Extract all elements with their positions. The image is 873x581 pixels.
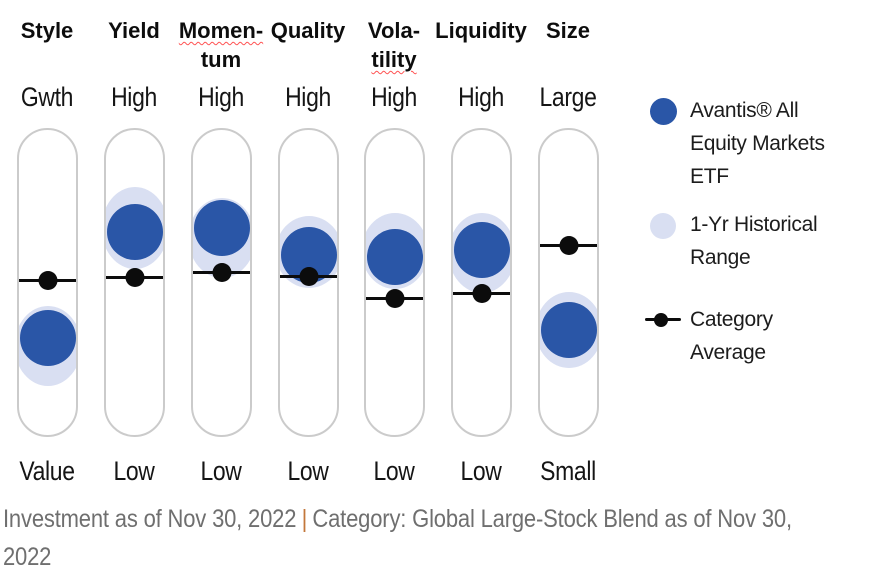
footnote-investment-date: Investment as of Nov 30, 2022: [3, 505, 297, 533]
factor-top-extreme-label: High: [371, 82, 417, 112]
factor-title: Liquidity: [426, 16, 536, 45]
factor-top-extreme-label: High: [198, 82, 244, 112]
footnote-pipe-separator: |: [301, 505, 308, 533]
etf-dot-icon: [650, 98, 677, 125]
category-average-dot: [125, 268, 144, 288]
factor-track-capsule: [104, 128, 165, 437]
factor-track-capsule: [364, 128, 425, 437]
category-average-dot: [559, 235, 578, 255]
factor-track-capsule: [538, 128, 599, 437]
factor-title-line: Style: [20, 18, 74, 43]
legend-item-category-average: Category Average: [645, 303, 848, 369]
footnote-category: Category: Global Large-Stock Blend as of…: [312, 505, 792, 533]
etf-position-dot: [453, 222, 510, 279]
legend-label-category-average: Category Average: [690, 308, 773, 364]
factor-bottom-extreme-label: Low: [460, 456, 502, 486]
factor-title-line: tility: [371, 47, 417, 72]
factor-title: Yield: [79, 16, 189, 45]
factor-title: Momen-tum: [166, 16, 276, 74]
factor-column: Size Large Small: [513, 0, 623, 500]
factor-track-capsule: [17, 128, 78, 437]
factor-bottom-extreme-label: Low: [373, 456, 415, 486]
factor-title: Size: [513, 16, 623, 45]
factor-title: Style: [0, 16, 102, 45]
factor-top-extreme-label: High: [285, 82, 331, 112]
etf-position-dot: [106, 204, 163, 261]
factor-track-capsule: [278, 128, 339, 437]
factor-title-line: Quality: [270, 18, 346, 43]
factor-top-extreme-label: High: [458, 82, 504, 112]
factor-title-line: tum: [200, 47, 242, 72]
category-average-dot: [212, 263, 231, 283]
etf-position-dot: [193, 200, 250, 257]
category-average-dot: [299, 266, 318, 286]
category-average-dot: [472, 284, 491, 304]
factor-track-capsule: [451, 128, 512, 437]
factor-column: Liquidity High Low: [426, 0, 536, 500]
category-average-dot: [38, 270, 57, 290]
factor-bottom-extreme-label: Low: [200, 456, 242, 486]
factor-column: Yield High Low: [79, 0, 189, 500]
factor-title-line: Momen-: [178, 18, 264, 43]
factor-bottom-extreme-label: Value: [19, 456, 75, 486]
category-average-dot: [385, 289, 404, 309]
etf-position-dot: [540, 302, 597, 359]
factor-top-extreme-label: High: [111, 82, 157, 112]
factor-top-extreme-label: Large: [539, 82, 597, 112]
historical-range-icon: [650, 213, 676, 239]
factor-title-line: Vola-: [367, 18, 421, 43]
factor-title-line: Yield: [108, 18, 160, 43]
etf-position-dot: [366, 228, 423, 285]
factor-bottom-extreme-label: Low: [113, 456, 155, 486]
etf-position-dot: [19, 310, 76, 367]
factor-column: Style Gwth Value: [0, 0, 102, 500]
footnote-year: 2022: [3, 543, 52, 571]
legend-label-historical-range: 1-Yr Historical Range: [690, 213, 818, 269]
factor-title: Vola-tility: [339, 16, 449, 74]
category-average-icon: [645, 303, 681, 336]
factor-column: Quality High Low: [253, 0, 363, 500]
legend-item-historical-range: 1-Yr Historical Range: [645, 208, 848, 274]
factor-title-line: Liquidity: [435, 18, 527, 43]
legend-item-etf: Avantis® All Equity Markets ETF: [645, 94, 848, 193]
factor-bottom-extreme-label: Low: [287, 456, 329, 486]
factor-bottom-extreme-label: Small: [540, 456, 596, 486]
factor-column: Momen-tum High Low: [166, 0, 276, 500]
factor-track-capsule: [191, 128, 252, 437]
factor-top-extreme-label: Gwth: [20, 82, 74, 112]
factor-column: Vola-tility High Low: [339, 0, 449, 500]
footnote: Investment as of Nov 30, 2022 | Category: …: [3, 500, 873, 576]
legend-label-etf: Avantis® All Equity Markets ETF: [690, 99, 825, 188]
factor-title-line: Size: [545, 18, 591, 43]
factor-title: Quality: [253, 16, 363, 45]
